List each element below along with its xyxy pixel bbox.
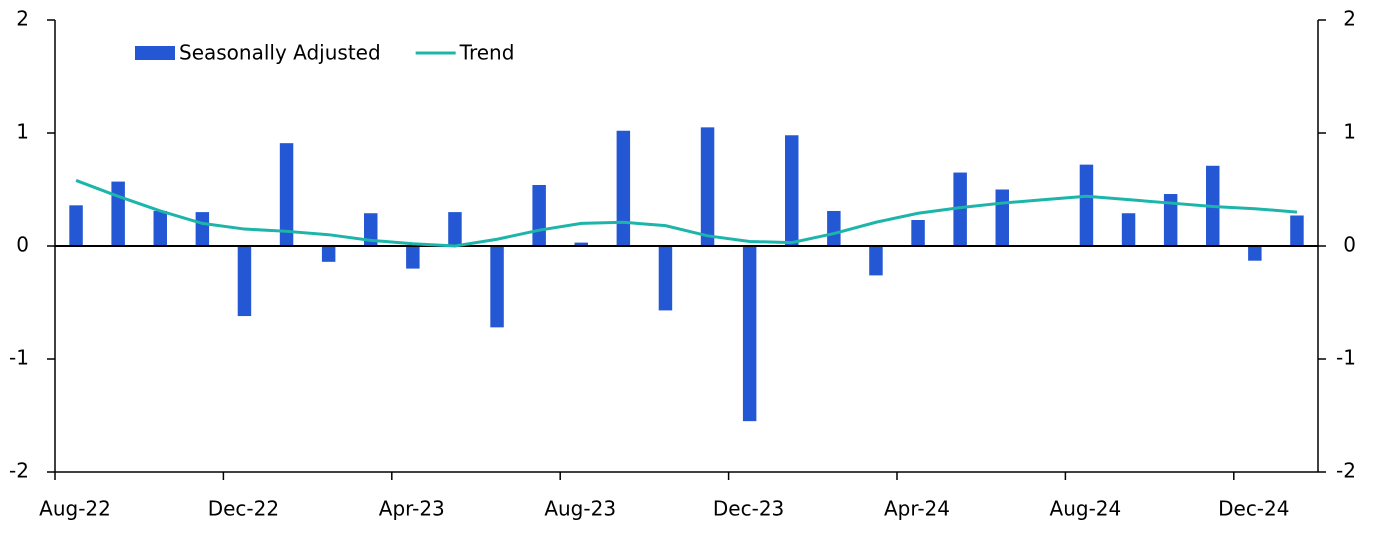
bar xyxy=(153,210,167,246)
bar xyxy=(785,135,799,246)
bar xyxy=(69,205,83,246)
legend-label: Seasonally Adjusted xyxy=(179,41,381,65)
y2-tick-label: -1 xyxy=(1336,346,1356,370)
legend-label: Trend xyxy=(459,41,515,65)
bar xyxy=(1290,215,1304,246)
legend-swatch xyxy=(135,46,175,60)
y2-tick-label: 1 xyxy=(1343,120,1356,144)
x-tick-label: Aug-23 xyxy=(544,497,616,521)
bar xyxy=(1079,164,1094,246)
y2-tick-label: -2 xyxy=(1336,459,1356,483)
bar xyxy=(616,130,631,246)
bar xyxy=(742,246,757,422)
bar xyxy=(279,143,294,246)
y2-tick-label: 0 xyxy=(1343,233,1356,257)
bar xyxy=(490,246,504,328)
y2-tick-label: 2 xyxy=(1343,7,1356,31)
bar xyxy=(111,181,125,246)
bar xyxy=(237,246,252,317)
bar xyxy=(1121,213,1136,246)
bar xyxy=(448,212,462,246)
bar xyxy=(953,172,967,246)
trend-line xyxy=(75,179,1298,248)
y-tick-label: 1 xyxy=(16,120,29,144)
x-tick-label: Dec-22 xyxy=(208,497,279,521)
y-tick-label: -1 xyxy=(9,346,29,370)
bar xyxy=(574,242,588,246)
y-tick-label: -2 xyxy=(9,459,29,483)
bar xyxy=(406,246,420,269)
bar xyxy=(911,220,925,246)
bar xyxy=(1248,246,1262,261)
bar xyxy=(321,246,336,262)
y-tick-label: 2 xyxy=(16,7,29,31)
x-tick-label: Aug-22 xyxy=(39,497,111,521)
y-tick-label: 0 xyxy=(16,233,29,257)
bar xyxy=(658,246,673,311)
bar xyxy=(195,212,210,246)
x-tick-label: Aug-24 xyxy=(1050,497,1122,521)
bar xyxy=(364,213,378,246)
bar xyxy=(869,246,883,276)
x-tick-label: Apr-23 xyxy=(379,497,445,521)
x-tick-label: Dec-24 xyxy=(1218,497,1289,521)
bar xyxy=(532,184,546,246)
bar xyxy=(827,210,841,246)
bar xyxy=(995,189,1009,246)
bar xyxy=(700,127,715,246)
x-tick-label: Apr-24 xyxy=(884,497,950,521)
x-tick-label: Dec-23 xyxy=(713,497,784,521)
bar xyxy=(1163,194,1178,246)
